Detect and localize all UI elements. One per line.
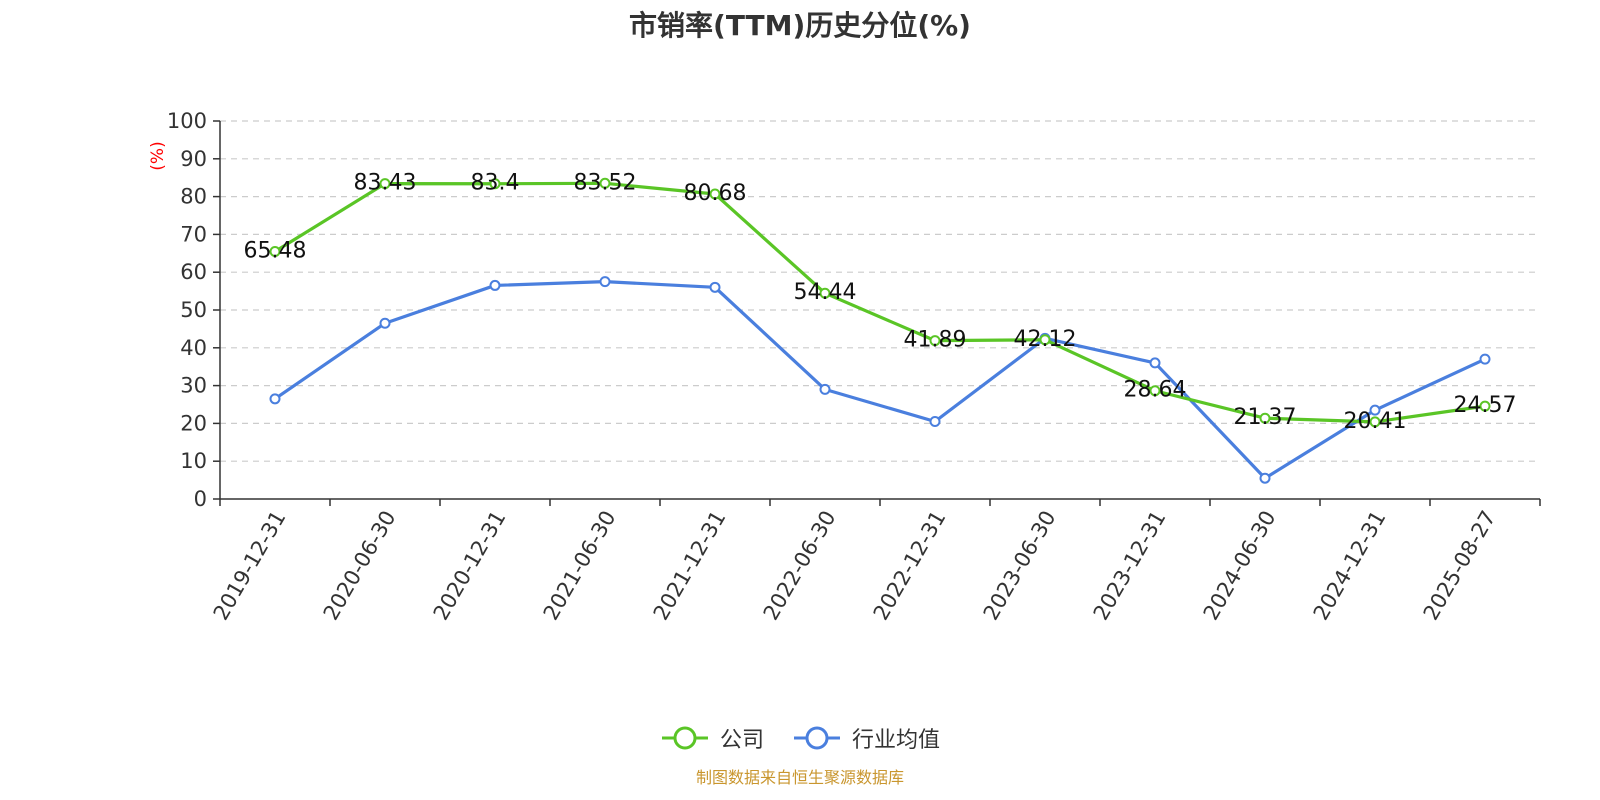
data-point-company[interactable] bbox=[1039, 334, 1051, 346]
grid-lines bbox=[220, 120, 1540, 462]
data-point-industry[interactable] bbox=[1259, 472, 1271, 484]
legend: 公司 行业均值 bbox=[0, 722, 1600, 754]
data-label-company: 65.48 bbox=[244, 238, 307, 263]
data-label-company: 80.68 bbox=[684, 181, 747, 206]
data-point-company[interactable] bbox=[379, 178, 391, 190]
legend-label-company: 公司 bbox=[719, 728, 764, 753]
data-point-company[interactable] bbox=[599, 177, 611, 189]
y-tick-label: 60 bbox=[180, 260, 207, 284]
data-point-industry[interactable] bbox=[1479, 353, 1491, 365]
data-point-company[interactable] bbox=[819, 287, 831, 299]
data-point-industry[interactable] bbox=[1369, 404, 1381, 416]
data-point-industry[interactable] bbox=[819, 383, 831, 395]
data-point-industry[interactable] bbox=[1149, 357, 1161, 369]
data-label-company: 28.64 bbox=[1124, 378, 1187, 403]
data-label-company: 21.37 bbox=[1234, 405, 1297, 430]
y-tick-label: 40 bbox=[180, 336, 207, 360]
y-tick-label: 70 bbox=[180, 222, 207, 246]
x-tick-label: 2023-06-30 bbox=[979, 507, 1061, 625]
y-tick-label: 30 bbox=[180, 374, 207, 398]
source-note: 制图数据来自恒生聚源数据库 bbox=[695, 768, 904, 787]
data-point-company[interactable] bbox=[929, 335, 941, 347]
data-label-company: 42.12 bbox=[1014, 327, 1077, 352]
data-label-company: 83.4 bbox=[471, 171, 520, 196]
legend-label-industry: 行业均值 bbox=[852, 728, 941, 753]
y-tick-label: 20 bbox=[180, 411, 207, 435]
data-label-company: 20.41 bbox=[1344, 409, 1407, 434]
y-tick-label: 90 bbox=[180, 147, 207, 171]
chart-title: 市销率(TTM)历史分位(%) bbox=[629, 9, 971, 42]
x-tick-label: 2022-12-31 bbox=[869, 507, 951, 625]
data-label-company: 83.43 bbox=[354, 171, 417, 196]
data-point-company[interactable] bbox=[1369, 416, 1381, 428]
data-point-company[interactable] bbox=[1259, 412, 1271, 424]
legend-marker-company bbox=[673, 726, 697, 750]
y-axis-label: (%) bbox=[148, 141, 168, 170]
y-tick-label: 0 bbox=[194, 487, 207, 511]
data-point-industry[interactable] bbox=[599, 276, 611, 288]
data-point-company[interactable] bbox=[489, 178, 501, 190]
x-tick-label: 2023-12-31 bbox=[1089, 507, 1171, 625]
y-tick-label: 100 bbox=[167, 109, 207, 133]
legend-marker-industry bbox=[805, 726, 829, 750]
data-label-company: 83.52 bbox=[574, 170, 637, 195]
data-point-industry[interactable] bbox=[709, 281, 721, 293]
y-tick-label: 80 bbox=[180, 185, 207, 209]
series-line-industry bbox=[274, 280, 1486, 480]
data-label-company: 41.89 bbox=[904, 328, 967, 353]
x-tick-label: 2020-12-31 bbox=[429, 507, 511, 625]
data-labels: 65.48 83.43 83.4 83.52 80.68 54.44 41.89 42.12 2… bbox=[244, 170, 1517, 434]
x-tick-label: 2022-06-30 bbox=[759, 507, 841, 625]
y-tick-label: 10 bbox=[180, 449, 207, 473]
x-tick-label: 2024-12-31 bbox=[1309, 507, 1391, 625]
data-point-industry[interactable] bbox=[929, 416, 941, 428]
legend-item-industry[interactable]: 行业均值 bbox=[792, 722, 940, 754]
data-point-industry[interactable] bbox=[269, 393, 281, 405]
x-tick-label: 2019-12-31 bbox=[209, 507, 291, 625]
x-tick-label: 2020-06-30 bbox=[319, 507, 401, 625]
legend-swatch-company-icon bbox=[661, 726, 708, 750]
data-point-industry[interactable] bbox=[379, 317, 391, 329]
data-point-company[interactable] bbox=[1479, 400, 1491, 412]
x-tick-label: 2021-12-31 bbox=[649, 507, 731, 625]
data-point-company[interactable] bbox=[269, 245, 281, 257]
data-point-company[interactable] bbox=[709, 188, 721, 200]
legend-item-company[interactable]: 公司 bbox=[660, 722, 764, 754]
x-tick-label: 2021-06-30 bbox=[539, 507, 621, 625]
legend-swatch-industry-icon bbox=[794, 726, 840, 750]
series-lines bbox=[269, 177, 1491, 484]
data-label-company: 24.57 bbox=[1454, 393, 1517, 418]
data-label-company: 54.44 bbox=[794, 280, 857, 305]
data-point-company[interactable] bbox=[1149, 385, 1161, 397]
series-line-company bbox=[274, 181, 1486, 424]
x-tick-label: 2025-08-27 bbox=[1419, 507, 1501, 625]
x-tick-label: 2024-06-30 bbox=[1199, 507, 1281, 625]
data-point-industry[interactable] bbox=[489, 279, 501, 291]
y-tick-label: 50 bbox=[180, 298, 207, 322]
